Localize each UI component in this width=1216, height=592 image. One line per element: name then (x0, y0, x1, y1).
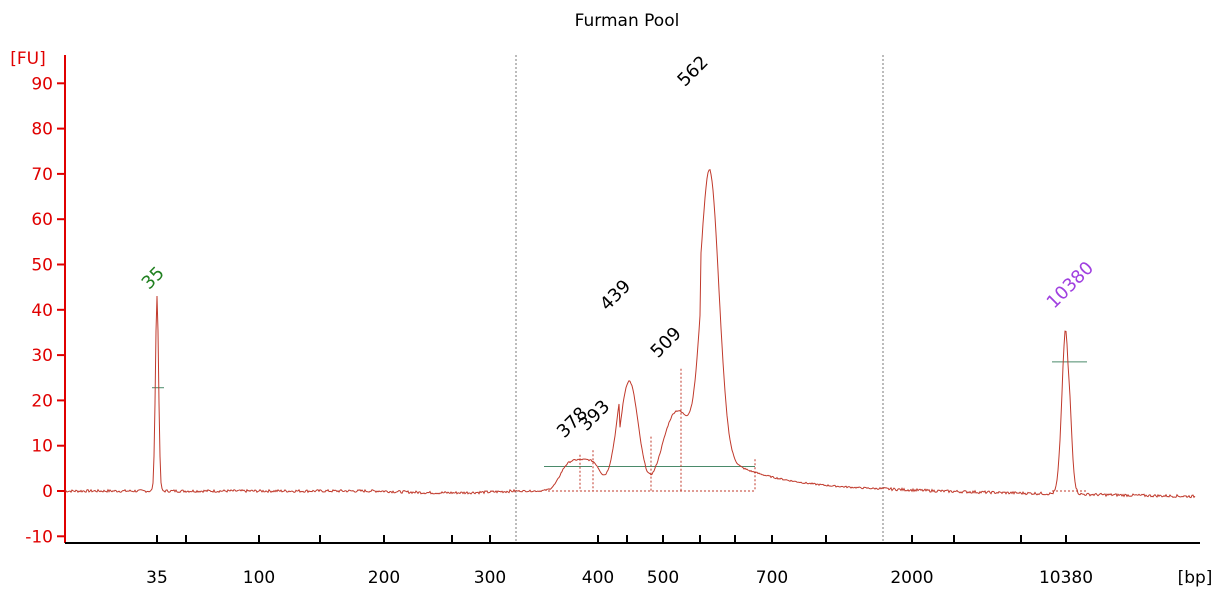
x-tick-label: 100 (243, 568, 275, 588)
peak-label: 509 (647, 323, 686, 362)
y-tick-label: 20 (31, 391, 53, 411)
y-tick-label: 50 (31, 256, 53, 276)
x-tick-label: 2000 (890, 568, 933, 588)
y-tick-label: 10 (31, 437, 53, 457)
x-tick-label: 300 (474, 568, 506, 588)
fu-trace-line (64, 169, 1196, 499)
y-tick-label: -10 (25, 527, 53, 547)
baselines (152, 361, 1087, 492)
y-tick-label: 70 (31, 165, 53, 185)
y-tick-label: 60 (31, 210, 53, 230)
y-axis: -10 0 10 20 30 40 50 60 70 80 90 (25, 55, 66, 547)
y-tick-label: 40 (31, 301, 53, 321)
peak-label: 10380 (1043, 258, 1098, 313)
y-tick-label: 80 (31, 120, 53, 140)
x-tick-label: 10380 (1039, 568, 1093, 588)
peak-label: 439 (596, 276, 635, 315)
x-axis: 35 100 200 300 400 500 700 2000 10380 (65, 535, 1200, 588)
x-tick-label: 700 (756, 568, 788, 588)
x-tick-label: 200 (368, 568, 400, 588)
y-tick-label: 0 (42, 482, 53, 502)
x-tick-label: 35 (146, 568, 168, 588)
region-markers (515, 55, 884, 543)
x-axis-unit: [bp] (1178, 568, 1213, 588)
chart-title: Furman Pool (575, 11, 680, 31)
peak-label: 393 (575, 396, 614, 435)
y-tick-label: 30 (31, 346, 53, 366)
x-tick-label: 400 (582, 568, 614, 588)
y-axis-unit: [FU] (10, 49, 46, 69)
trace-layer (64, 169, 1196, 499)
y-tick-label: 90 (31, 74, 53, 94)
peak-label: 35 (138, 263, 169, 294)
peak-label: 562 (673, 52, 712, 91)
x-tick-label: 500 (647, 568, 679, 588)
